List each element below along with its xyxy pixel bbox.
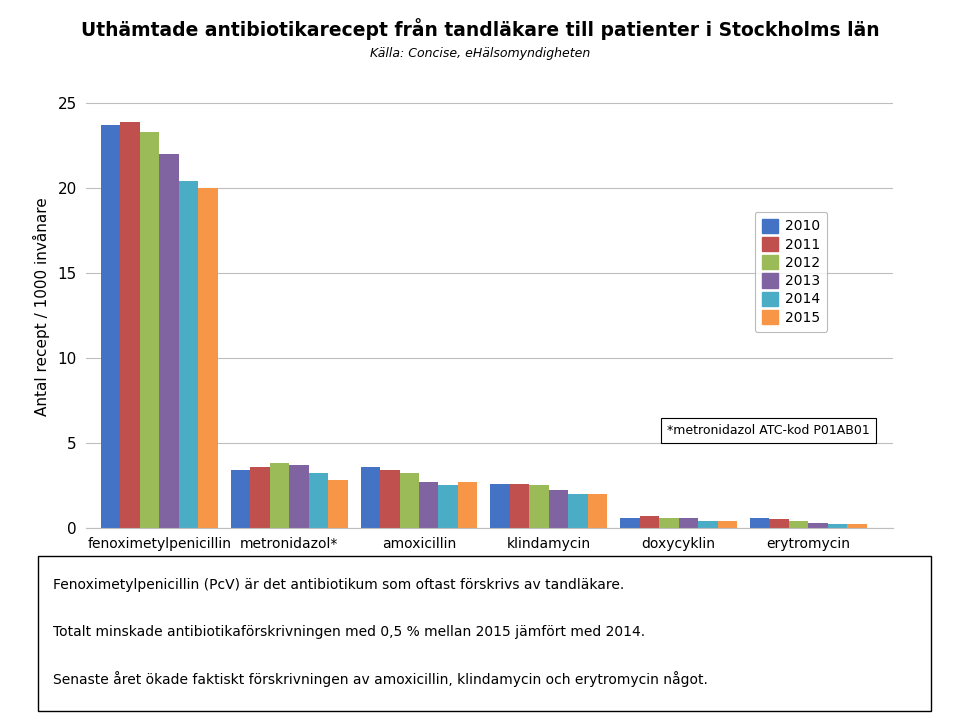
Bar [328, 480, 348, 528]
Legend: 2010, 2011, 2012, 2013, 2014, 2015: 2010, 2011, 2012, 2013, 2014, 2015 [755, 212, 828, 332]
Bar [510, 484, 529, 528]
Bar [679, 518, 698, 528]
Text: Fenoximetylpenicillin (PcV) är det antibiotikum som oftast förskrivs av tandläka: Fenoximetylpenicillin (PcV) är det antib… [53, 578, 624, 592]
Bar [251, 467, 270, 528]
Text: Totalt minskade antibiotikaförskrivningen med 0,5 % mellan 2015 jämfört med 2014: Totalt minskade antibiotikaförskrivninge… [53, 625, 645, 638]
Bar [179, 181, 199, 528]
Bar [789, 521, 808, 528]
Bar [808, 523, 828, 528]
Bar [848, 524, 867, 528]
Bar [620, 518, 639, 528]
Bar [568, 494, 588, 528]
Y-axis label: Antal recept / 1000 invånare: Antal recept / 1000 invånare [34, 197, 51, 416]
Bar [101, 125, 120, 528]
Bar [639, 516, 660, 528]
Text: *metronidazol ATC-kod P01AB01: *metronidazol ATC-kod P01AB01 [667, 424, 870, 437]
Text: Uthämtade antibiotikarecept från tandläkare till patienter i Stockholms län: Uthämtade antibiotikarecept från tandläk… [81, 18, 879, 40]
Bar [717, 521, 737, 528]
Bar [588, 494, 608, 528]
Bar [140, 132, 159, 528]
Text: Källa: Concise, eHälsomyndigheten: Källa: Concise, eHälsomyndigheten [370, 47, 590, 60]
Bar [529, 485, 549, 528]
Text: Senaste året ökade faktiskt förskrivningen av amoxicillin, klindamycin och erytr: Senaste året ökade faktiskt förskrivning… [53, 671, 708, 687]
Bar [660, 518, 679, 528]
Bar [120, 122, 140, 528]
Bar [458, 482, 477, 528]
Bar [491, 484, 510, 528]
Bar [399, 473, 419, 528]
Bar [230, 470, 251, 528]
Bar [270, 463, 289, 528]
Bar [361, 467, 380, 528]
Bar [750, 518, 770, 528]
Bar [828, 524, 848, 528]
Bar [289, 465, 309, 528]
Bar [549, 490, 568, 528]
Bar [698, 521, 717, 528]
Bar [309, 473, 328, 528]
Bar [439, 485, 458, 528]
Bar [380, 470, 399, 528]
Bar [770, 519, 789, 528]
Bar [419, 482, 439, 528]
Bar [159, 154, 179, 528]
Bar [199, 188, 218, 528]
